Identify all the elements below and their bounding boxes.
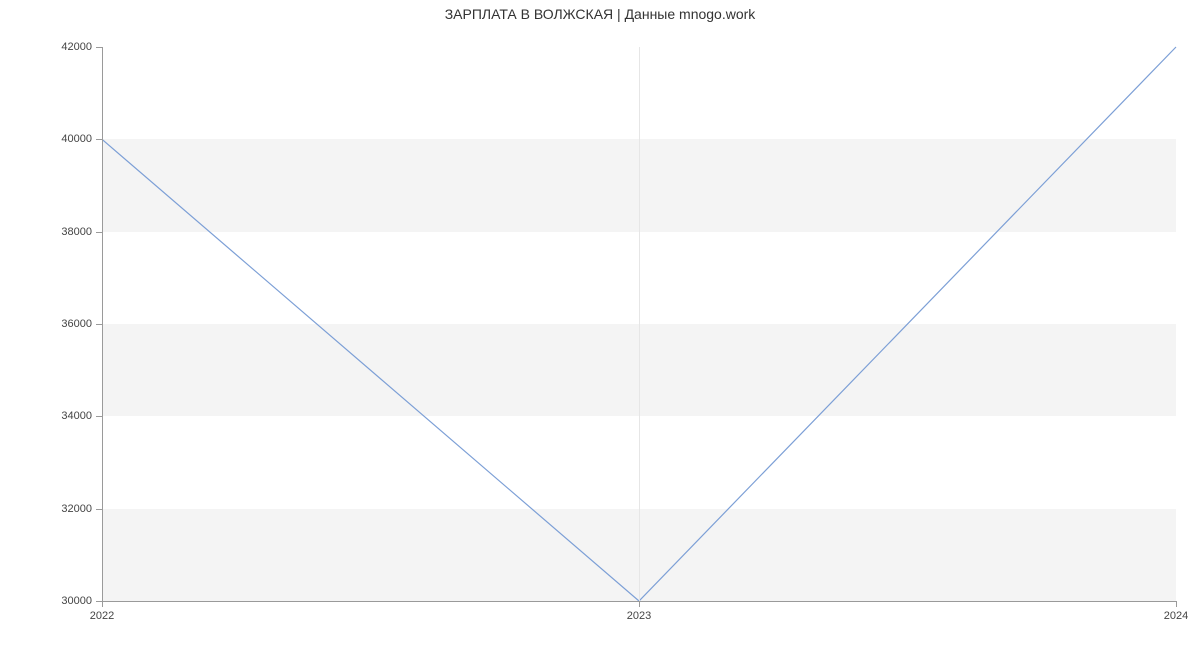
y-tick-label: 32000 [0,503,92,515]
x-tick-label: 2023 [627,610,651,622]
y-tick [96,139,102,140]
y-tick [96,416,102,417]
y-tick-label: 38000 [0,226,92,238]
x-tick [639,601,640,607]
y-axis-line [102,47,103,601]
chart-container: ЗАРПЛАТА В ВОЛЖСКАЯ | Данные mnogo.work … [0,0,1200,650]
y-tick [96,324,102,325]
y-tick-label: 36000 [0,318,92,330]
x-tick-label: 2024 [1164,610,1188,622]
x-tick-label: 2022 [90,610,114,622]
y-tick-label: 34000 [0,410,92,422]
x-tick [1176,601,1177,607]
gridline-vertical [639,47,640,601]
y-tick [96,509,102,510]
y-tick [96,232,102,233]
y-tick [96,47,102,48]
plot-area [102,47,1176,601]
y-tick-label: 30000 [0,595,92,607]
y-tick-label: 42000 [0,41,92,53]
y-tick-label: 40000 [0,133,92,145]
x-tick [102,601,103,607]
chart-title: ЗАРПЛАТА В ВОЛЖСКАЯ | Данные mnogo.work [0,6,1200,22]
